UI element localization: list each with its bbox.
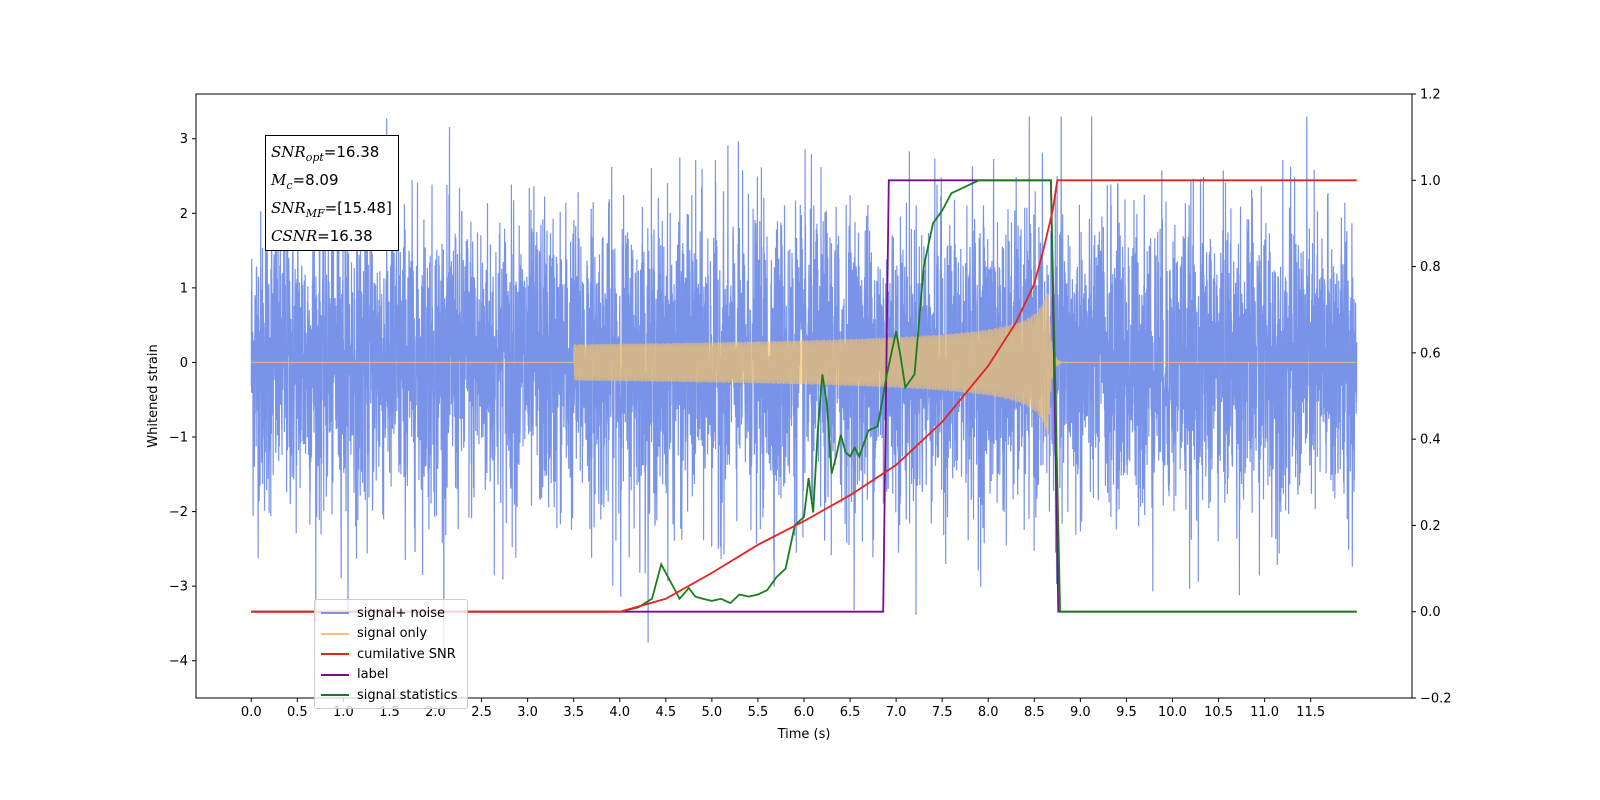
x-tick-label: 6.0 [794,705,815,720]
x-tick-label: 8.0 [978,705,999,720]
legend-swatch-label [321,673,349,676]
x-tick-label: 5.0 [702,705,723,720]
snr-mf-value: =[15.48] [324,199,392,217]
y2-tick-label: 1.2 [1420,88,1441,103]
x-tick-label: 0.0 [241,705,262,720]
x-tick-label: 2.0 [425,705,446,720]
legend-item-signal-only: signal only [315,624,467,645]
legend: signal+ noise signal only cumilative SNR… [314,599,468,709]
legend-label: cumilative SNR [357,646,456,662]
series-signal-statistics-line [251,179,1357,613]
x-tick-label: 5.5 [748,705,769,720]
x-tick-label: 9.5 [1116,705,1137,720]
snr-opt-value: =16.38 [323,143,380,161]
y2-tick-label: 1.0 [1420,174,1441,189]
x-tick-label: 4.5 [655,705,676,720]
legend-swatch-signal-noise [321,612,349,615]
y-tick-label: 3 [180,132,188,147]
x-tick-label: 10.0 [1158,705,1187,720]
x-tick-label: 7.0 [886,705,907,720]
x-tick-label: 11.5 [1296,705,1325,720]
mc-line: Mc=8.09 [271,171,339,192]
y-tick-label: −2 [169,505,188,520]
x-tick-label: 7.5 [932,705,953,720]
series-cumulative-snr-line [251,179,1357,613]
legend-item-signal-statistics: signal statistics [315,685,467,706]
y-tick-label: 2 [180,207,188,222]
y2-tick-label: 0.6 [1420,346,1441,361]
x-tick-label: 3.0 [517,705,538,720]
legend-swatch-signal-statistics [321,694,349,697]
x-tick-label: 11.0 [1250,705,1279,720]
y-axis-label: Whitened strain [146,344,161,447]
x-tick-label: 9.0 [1070,705,1091,720]
mc-value: =8.09 [292,171,339,189]
x-tick-label: 1.0 [333,705,354,720]
y2-tick-label: 0.8 [1420,260,1441,275]
legend-label: signal statistics [357,687,458,703]
legend-swatch-cumulative-snr [321,653,349,656]
x-tick-label: 10.5 [1204,705,1233,720]
legend-swatch-signal-only [321,632,349,635]
plot-area [250,116,1358,663]
snr-annotation-box: SNRopt=16.38 Mc=8.09 SNRMF=[15.48] CSNR=… [265,135,399,251]
csnr-line: CSNR=16.38 [271,227,373,245]
x-tick-label: 4.0 [609,705,630,720]
y-tick-label: 0 [180,356,188,371]
legend-label: signal only [357,626,428,642]
series-group [250,116,1358,663]
x-tick-label: 3.5 [563,705,584,720]
snr-opt-line: SNRopt=16.38 [271,143,380,164]
legend-item-signal-noise: signal+ noise [315,603,467,624]
axes: 0.0 0.5 1.0 1.5 2.0 2.5 3.0 3.5 4.0 4.5 5.0 5.5 6.0 6… [146,88,1452,743]
x-tick-label: 2.5 [471,705,492,720]
csnr-value: =16.38 [317,227,373,245]
y-tick-label: −4 [169,654,188,669]
series-signal-noise-line [250,116,1358,663]
y2-tick-label: 0.4 [1420,433,1441,448]
y2-tick-label: 0.2 [1420,519,1441,534]
legend-item-cumulative-snr: cumilative SNR [315,644,467,665]
x-tick-label: 0.5 [287,705,308,720]
y-tick-label: 1 [180,281,188,296]
series-signal-only-line [251,293,1357,436]
x-tick-label: 8.5 [1024,705,1045,720]
y-tick-label: −3 [169,580,188,595]
y2-tick-label: −0.2 [1420,692,1452,707]
x-tick-label: 1.5 [379,705,400,720]
legend-label: label [357,667,389,683]
snr-mf-line: SNRMF=[15.48] [271,199,392,220]
x-axis-label: Time (s) [777,727,831,742]
legend-item-label: label [315,665,467,686]
x-tick-label: 6.5 [840,705,861,720]
y-tick-label: −1 [169,431,188,446]
legend-label: signal+ noise [357,605,446,621]
y2-tick-label: 0.0 [1420,605,1441,620]
